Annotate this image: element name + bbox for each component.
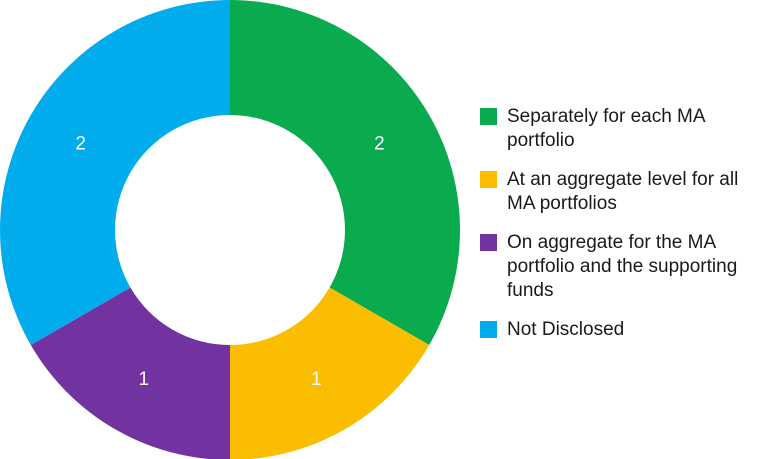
legend-item-separately: Separately for each MA portfolio	[480, 105, 761, 153]
slice-aggregate-supporting-funds	[30, 287, 230, 459]
slice-value-label: 2	[75, 133, 86, 154]
legend-item-aggregate-all: At an aggregate level for all MA portfol…	[480, 168, 761, 216]
legend-item-aggregate-supporting-funds: On aggregate for the MA portfolio and th…	[480, 231, 761, 303]
slice-value-label: 1	[311, 369, 322, 390]
slice-separately	[230, 0, 460, 345]
donut-chart: 2 1 1 2	[0, 0, 460, 459]
chart-legend: Separately for each MA portfolio At an a…	[480, 105, 761, 357]
slice-value-label: 1	[138, 369, 149, 390]
legend-label: At an aggregate level for all MA portfol…	[507, 169, 739, 214]
legend-swatch-yellow	[480, 171, 497, 188]
legend-item-not-disclosed: Not Disclosed	[480, 318, 761, 342]
slice-aggregate-all	[230, 287, 430, 459]
slice-value-label: 2	[374, 133, 385, 154]
legend-swatch-purple	[480, 234, 497, 251]
slice-not-disclosed	[0, 0, 230, 345]
legend-label: Not Disclosed	[507, 319, 625, 340]
legend-swatch-green	[480, 108, 497, 125]
legend-label: On aggregate for the MA portfolio and th…	[507, 232, 738, 301]
legend-label: Separately for each MA portfolio	[507, 106, 705, 151]
legend-swatch-blue	[480, 321, 497, 338]
